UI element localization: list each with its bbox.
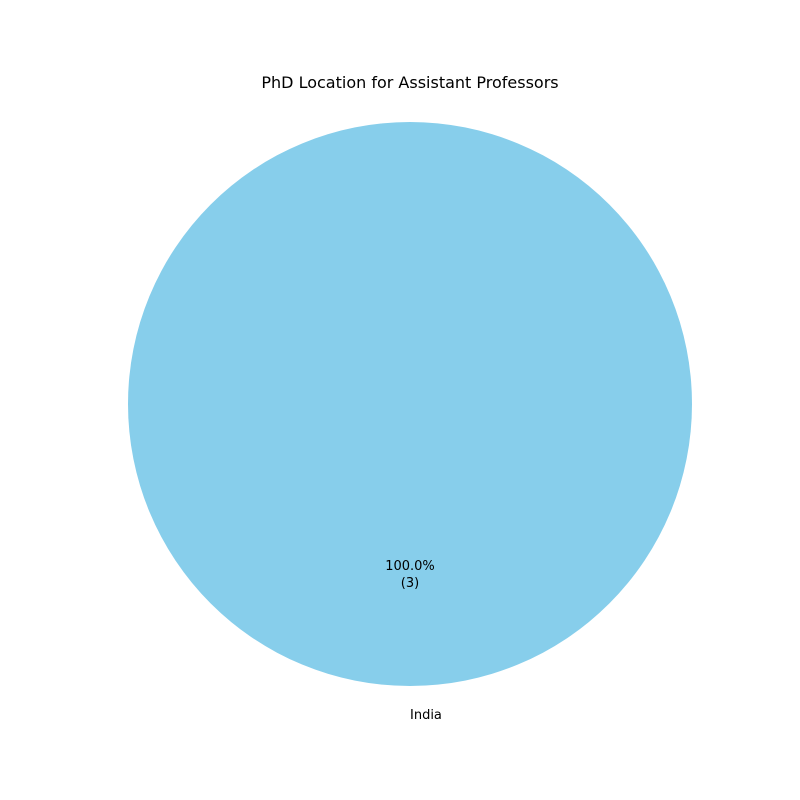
- slice-count-label: (3): [401, 576, 419, 591]
- chart-title: PhD Location for Assistant Professors: [261, 73, 558, 92]
- slice-category-label: India: [410, 708, 442, 723]
- pie-labels: India 100.0% (3): [385, 559, 442, 723]
- pie-slice-india: [128, 122, 692, 686]
- pie-slices: [128, 122, 692, 686]
- slice-percent-label: 100.0%: [385, 559, 435, 574]
